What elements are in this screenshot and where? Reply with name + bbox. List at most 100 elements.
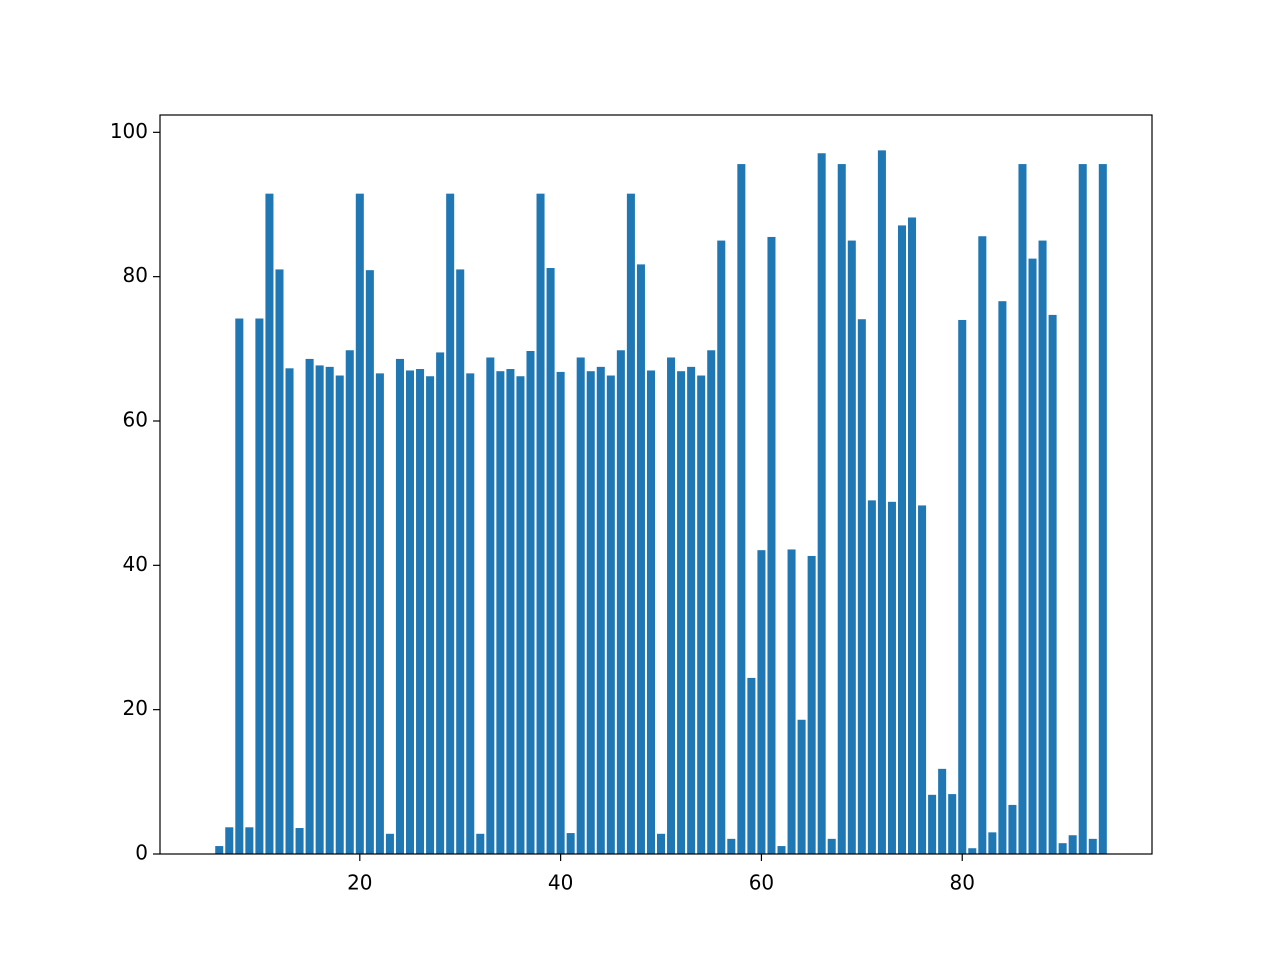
bar bbox=[667, 357, 676, 854]
bar bbox=[767, 236, 776, 854]
bar bbox=[737, 164, 746, 854]
bar bbox=[807, 555, 816, 854]
bar bbox=[556, 371, 565, 854]
bar bbox=[707, 350, 716, 854]
bar bbox=[827, 838, 836, 854]
bar bbox=[325, 366, 334, 854]
bar bbox=[847, 240, 856, 854]
bar bbox=[586, 371, 595, 854]
bar bbox=[636, 264, 645, 854]
bar bbox=[968, 848, 977, 854]
bar bbox=[516, 376, 525, 854]
bar bbox=[305, 358, 314, 854]
bar bbox=[355, 193, 364, 854]
bar bbox=[405, 370, 415, 854]
bar bbox=[817, 153, 826, 854]
bar bbox=[908, 217, 917, 854]
bar bbox=[616, 350, 625, 854]
bar bbox=[837, 164, 846, 854]
bar bbox=[576, 357, 585, 854]
bar bbox=[928, 794, 937, 854]
bar bbox=[506, 369, 515, 854]
bar bbox=[526, 350, 535, 854]
bar bbox=[436, 352, 445, 854]
bar bbox=[988, 832, 997, 854]
bar bbox=[938, 768, 947, 854]
bar bbox=[345, 350, 354, 854]
y-tick-label: 80 bbox=[123, 263, 148, 287]
bar bbox=[496, 371, 505, 854]
x-tick-label: 60 bbox=[749, 871, 774, 895]
bar bbox=[335, 375, 344, 854]
x-tick-label: 80 bbox=[950, 871, 975, 895]
bar bbox=[1068, 835, 1077, 854]
bar bbox=[1048, 314, 1057, 854]
bar bbox=[365, 270, 374, 854]
bar bbox=[546, 267, 555, 854]
bar bbox=[426, 376, 435, 854]
bar bbox=[235, 318, 244, 854]
y-tick-label: 0 bbox=[135, 841, 148, 865]
y-tick-label: 40 bbox=[123, 552, 148, 576]
bar bbox=[646, 370, 655, 854]
bar bbox=[1058, 843, 1067, 854]
bar bbox=[385, 833, 394, 854]
bar bbox=[245, 827, 254, 854]
bar bbox=[626, 193, 635, 854]
bar bbox=[797, 719, 806, 854]
bar bbox=[315, 365, 324, 854]
bar bbox=[265, 193, 274, 854]
bar bbox=[657, 833, 666, 854]
bar bbox=[747, 677, 756, 854]
bar bbox=[1038, 240, 1047, 854]
bar bbox=[958, 319, 967, 854]
bar bbox=[606, 375, 615, 854]
bar bbox=[948, 794, 957, 854]
bar bbox=[215, 846, 224, 854]
bar bbox=[285, 368, 294, 854]
bar bbox=[1078, 164, 1087, 854]
bar bbox=[857, 319, 866, 854]
plot-frame bbox=[159, 114, 1153, 855]
bar bbox=[1018, 164, 1027, 854]
bar bbox=[255, 318, 264, 854]
bar bbox=[466, 373, 475, 854]
bar bbox=[295, 828, 304, 854]
bar bbox=[677, 371, 686, 854]
y-tick-label: 20 bbox=[123, 696, 148, 720]
bar bbox=[536, 193, 545, 854]
bar bbox=[1088, 838, 1097, 854]
bar bbox=[998, 301, 1007, 854]
bar bbox=[787, 549, 796, 854]
bar bbox=[887, 501, 896, 854]
bar bbox=[897, 225, 907, 854]
bar bbox=[566, 833, 575, 854]
bar bbox=[867, 500, 876, 854]
bar bbox=[918, 505, 927, 854]
bar bbox=[1028, 258, 1037, 854]
bar bbox=[395, 358, 404, 854]
bar bbox=[416, 369, 425, 854]
bar bbox=[757, 550, 766, 854]
bar bbox=[1098, 164, 1107, 854]
bar bbox=[476, 833, 485, 854]
x-tick-label: 40 bbox=[548, 871, 573, 895]
bar bbox=[697, 375, 706, 854]
bar bbox=[687, 366, 696, 854]
bar bbox=[275, 269, 284, 854]
bar bbox=[1008, 804, 1017, 854]
bar bbox=[717, 240, 726, 854]
x-tick-label: 20 bbox=[347, 871, 372, 895]
bar bbox=[777, 846, 786, 854]
bar bbox=[375, 373, 384, 854]
bar bbox=[596, 366, 605, 854]
bar bbox=[456, 269, 465, 854]
bar bbox=[486, 357, 495, 854]
bar bbox=[446, 193, 455, 854]
y-tick-label: 60 bbox=[123, 407, 148, 431]
y-tick-label: 100 bbox=[110, 119, 148, 143]
bar bbox=[727, 838, 736, 854]
bar bbox=[978, 236, 987, 854]
bar bbox=[225, 827, 234, 854]
